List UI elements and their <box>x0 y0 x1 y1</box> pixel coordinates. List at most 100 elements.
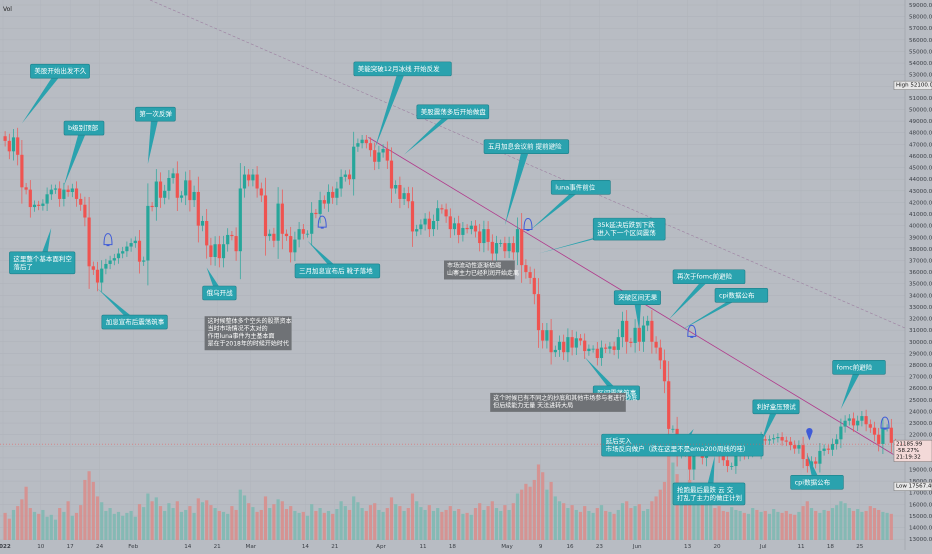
candle-body <box>671 428 675 430</box>
candle-body <box>780 437 784 441</box>
volume-bar <box>192 512 196 540</box>
y-tick-label: 44000.00 <box>909 177 932 183</box>
callout-text: 第一次反弹 <box>139 109 172 118</box>
volume-bar <box>184 509 188 540</box>
y-tick-label: 53000.00 <box>909 73 932 79</box>
volume-bar <box>436 508 440 540</box>
candle-body <box>373 150 377 162</box>
y-tick-label: 30000.00 <box>909 340 932 346</box>
volume-bar <box>335 509 339 540</box>
candle-body <box>524 265 528 273</box>
candle-body <box>650 320 654 342</box>
tag-box <box>893 80 932 90</box>
candle-body <box>301 229 305 234</box>
callout-pointer <box>504 146 531 226</box>
volume-bar <box>368 505 373 540</box>
volume-bar <box>503 505 507 540</box>
candle-body <box>263 195 268 237</box>
x-tick-label: 11 <box>419 544 427 550</box>
volume-bar <box>566 508 570 540</box>
candle-body <box>251 174 255 181</box>
volume-bar <box>284 509 289 540</box>
callout-text: 五月加息会议前 提前避险 <box>488 142 562 151</box>
volume-bar <box>721 510 725 540</box>
time-axis[interactable]: 2022 10 17 24 Feb 14 21 Mar 14 21 Apr 11 18 May 9 16 23 J… <box>0 544 864 550</box>
candle-body <box>515 229 520 253</box>
candle-body <box>839 426 843 440</box>
volume-bar <box>511 503 515 540</box>
candle-body <box>822 448 826 451</box>
candle-body <box>255 174 259 189</box>
x-tick-label: 13 <box>684 544 692 550</box>
candle-body <box>872 427 877 435</box>
candle-body <box>486 229 490 242</box>
candle-body <box>797 445 801 449</box>
candle-body <box>28 189 32 208</box>
volume-bar <box>62 511 66 540</box>
callout-box <box>601 433 764 457</box>
volume-bar <box>679 486 683 540</box>
candle-body <box>772 438 776 440</box>
candle-body <box>633 327 637 343</box>
candle-body <box>125 246 129 252</box>
volume-bar <box>872 508 877 540</box>
callout-pointer <box>584 356 621 393</box>
callout-pointer <box>530 187 585 231</box>
volume-bar <box>95 496 100 540</box>
candle-body <box>843 420 847 427</box>
y-tick-label: 29000.00 <box>909 351 932 357</box>
candle-body <box>864 416 868 425</box>
callout-text: 再次于fomc前避险 <box>677 272 733 281</box>
candle-body <box>104 263 108 269</box>
callout: 突破区间无果 <box>613 290 661 331</box>
note-text: 但后续能力无量 天法进转大局 <box>493 401 573 409</box>
callout-box <box>832 360 886 375</box>
candle-body <box>730 466 734 467</box>
candle-body <box>574 338 578 348</box>
x-tick-label: 10 <box>37 544 45 550</box>
candle-body <box>830 443 835 450</box>
volume-bar <box>385 508 389 540</box>
volume-bar <box>482 509 486 540</box>
candle-body <box>192 191 196 201</box>
volume-bar <box>251 507 255 540</box>
candle-body <box>851 418 856 426</box>
x-tick-label: 20 <box>713 544 721 550</box>
volume-bar <box>79 505 83 540</box>
volume-bar <box>658 489 662 540</box>
callout: cpi数据公布 <box>681 288 769 331</box>
candle-body <box>835 439 839 444</box>
y-tick-label: 19000.00 <box>909 468 932 474</box>
callout-text: 区间震荡筑事 <box>597 388 637 397</box>
tag-text: High 52100.00 <box>896 83 932 89</box>
candle-body <box>557 341 562 350</box>
volume-bar <box>289 506 293 540</box>
y-tick-label: 42000.00 <box>909 200 932 206</box>
candle-body <box>847 418 851 421</box>
note-text: 是在于2018年的时候开始时代 <box>208 340 289 348</box>
volume-bar <box>616 509 620 540</box>
callout-text: 这里整个基本面利空 <box>13 254 72 263</box>
candle-body <box>276 203 280 241</box>
callout-pointer <box>840 367 863 410</box>
candle-body <box>53 188 58 190</box>
candle-body <box>528 272 532 278</box>
candle-body <box>503 243 507 252</box>
candle-body <box>385 149 389 161</box>
callout-text: 美能突破12月冰线 开始反发 <box>358 64 440 73</box>
candle-body <box>473 225 478 232</box>
candle-body <box>826 448 830 450</box>
y-tick-label: 31000.00 <box>909 328 932 334</box>
callout-pointer <box>307 240 342 271</box>
candle-body <box>423 218 427 225</box>
candle-body <box>343 174 347 177</box>
candle-body <box>587 348 591 352</box>
volume-bar <box>717 506 721 540</box>
candle-body <box>11 137 16 152</box>
callout-text: cpi数据公布 <box>795 477 831 486</box>
volume-bar <box>830 508 835 540</box>
callout-box <box>63 120 105 136</box>
candle-body <box>415 229 419 232</box>
candle-body <box>83 204 87 218</box>
